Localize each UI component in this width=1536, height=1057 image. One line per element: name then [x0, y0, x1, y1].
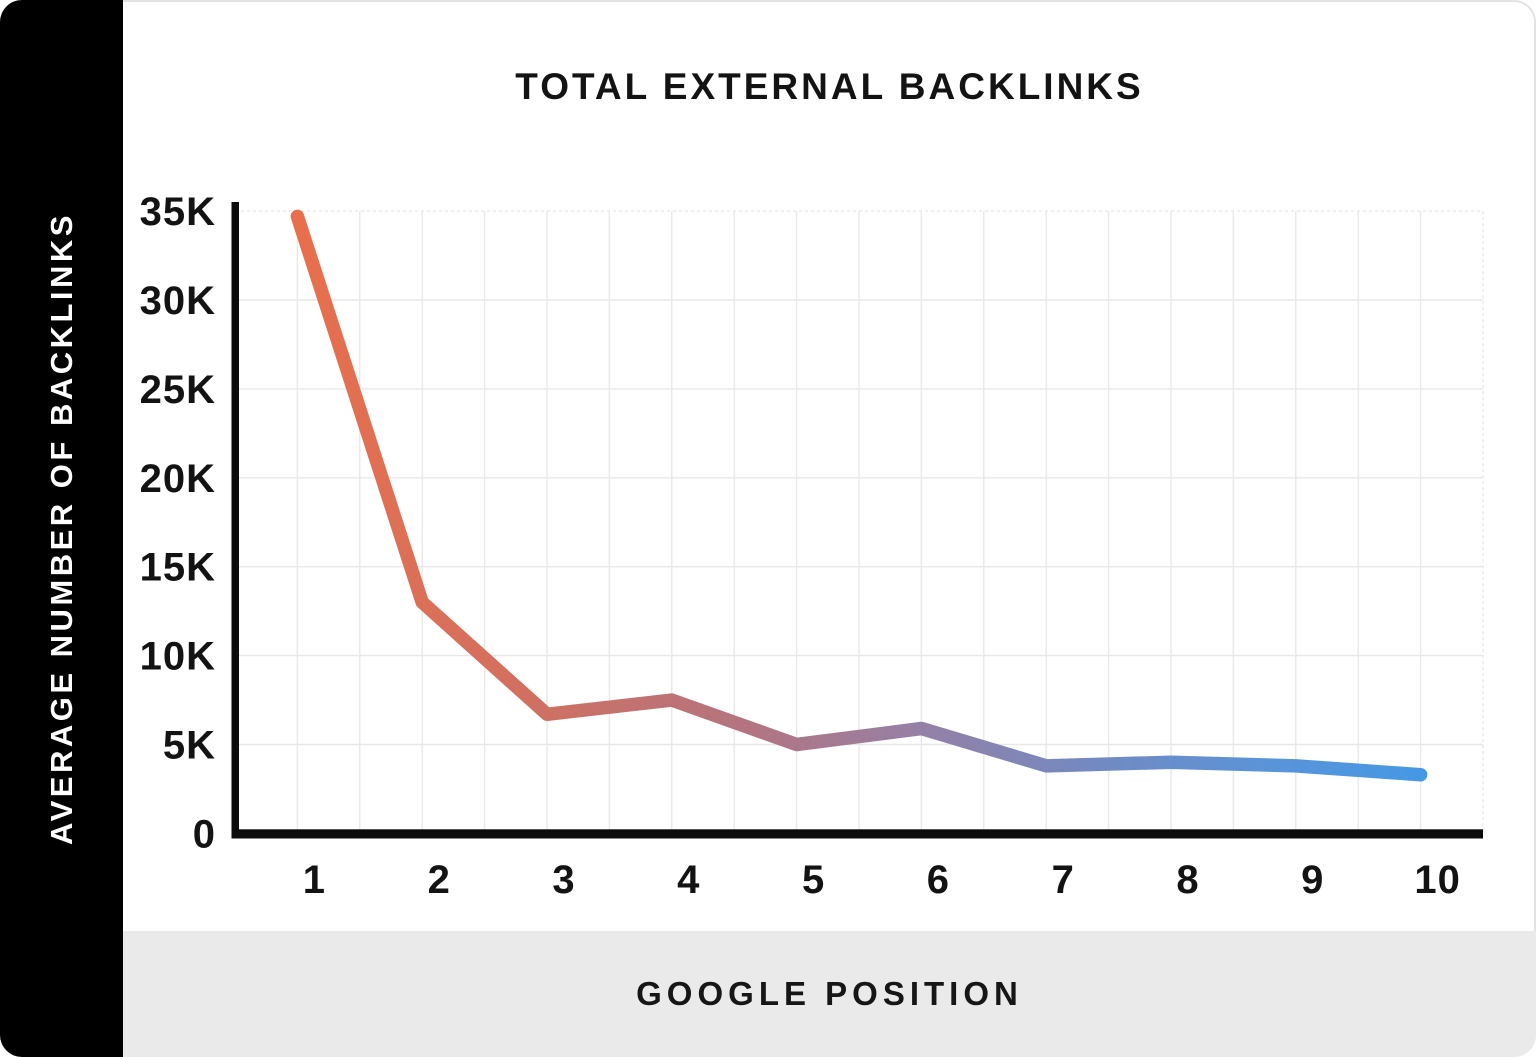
- y-tick-label: 10K: [140, 635, 216, 679]
- y-tick-label: 20K: [140, 457, 216, 501]
- y-tick-label: 5K: [163, 724, 216, 768]
- y-tick-label: 30K: [140, 279, 216, 323]
- x-tick-label: 5: [802, 858, 825, 902]
- x-axis-line: [231, 829, 1483, 839]
- y-tick-label: 0: [193, 812, 216, 856]
- y-axis-title-bar: AVERAGE NUMBER OF BACKLINKS: [0, 0, 123, 1057]
- y-tick-label: 25K: [140, 368, 216, 412]
- x-axis-title-bar: GOOGLE POSITION: [123, 931, 1536, 1057]
- x-tick-label: 2: [428, 858, 451, 902]
- x-tick-label: 10: [1414, 858, 1461, 902]
- x-tick-label: 8: [1176, 858, 1199, 902]
- x-axis-title: GOOGLE POSITION: [636, 975, 1023, 1012]
- y-tick-label: 15K: [140, 546, 216, 590]
- y-axis-title: AVERAGE NUMBER OF BACKLINKS: [43, 212, 79, 845]
- chart-title: TOTAL EXTERNAL BACKLINKS: [515, 66, 1144, 107]
- y-axis-line: [231, 202, 239, 839]
- x-tick-label: 1: [303, 858, 326, 902]
- x-tick-label: 7: [1052, 858, 1075, 902]
- x-tick-label: 6: [927, 858, 950, 902]
- y-tick-label: 35K: [140, 190, 216, 234]
- x-tick-label: 3: [552, 858, 575, 902]
- backlinks-series-line: [290, 209, 1428, 782]
- x-tick-label: 9: [1301, 858, 1324, 902]
- x-tick-label: 4: [677, 858, 700, 902]
